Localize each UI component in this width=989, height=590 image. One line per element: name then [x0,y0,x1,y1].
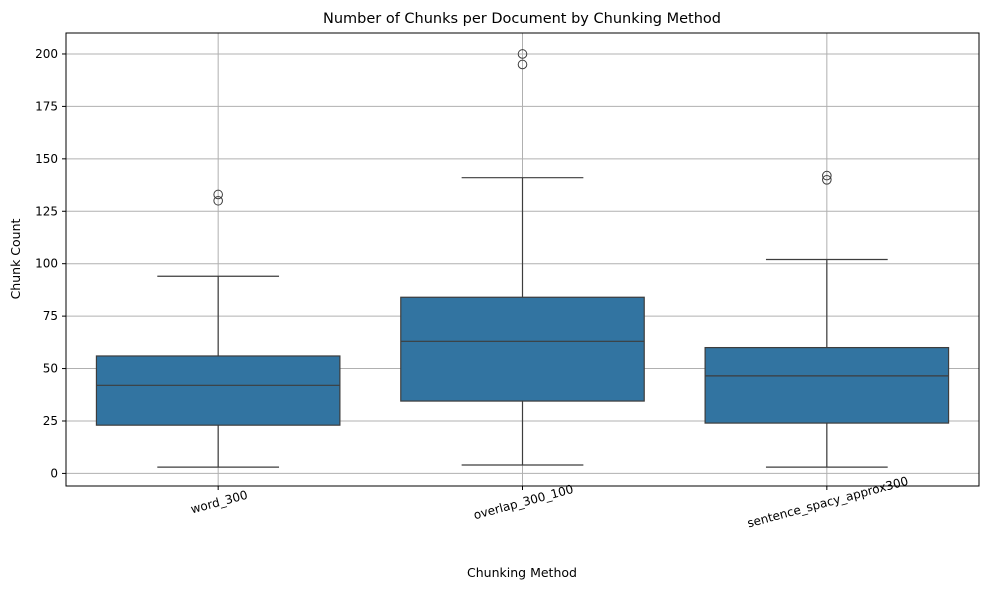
x-tick-label: overlap_300_100 [472,482,575,522]
outlier-point [213,189,223,200]
iqr-box [95,355,341,426]
y-tick-label: 0 [50,466,58,480]
y-tick-label: 150 [35,152,58,166]
y-tick-label: 200 [35,47,58,61]
iqr-box [704,346,950,424]
y-tick-label: 50 [43,362,58,376]
outlier-point [517,59,528,70]
x-tick-label: sentence_spacy_approx300 [746,474,910,531]
outlier-point [822,175,832,185]
y-axis-label: Chunk Count [8,218,23,299]
y-tick-label: 75 [43,309,58,323]
outlier-point [517,49,528,59]
y-tick-label: 100 [35,257,58,271]
chart-title: Number of Chunks per Document by Chunkin… [323,11,721,27]
y-tick-label: 125 [35,204,58,218]
iqr-box [400,296,645,402]
outlier-point [822,170,832,181]
axis-layer: 0 25 50 75 100 125 150 175 200 word_300 overlap_30… [35,47,910,530]
x-axis-label: Chunking Method [467,565,577,580]
y-tick-label: 175 [35,99,58,113]
y-tick-label: 25 [43,414,58,428]
outlier-point [213,195,223,206]
x-tick-label: word_300 [189,488,249,517]
box-layer [95,49,950,468]
